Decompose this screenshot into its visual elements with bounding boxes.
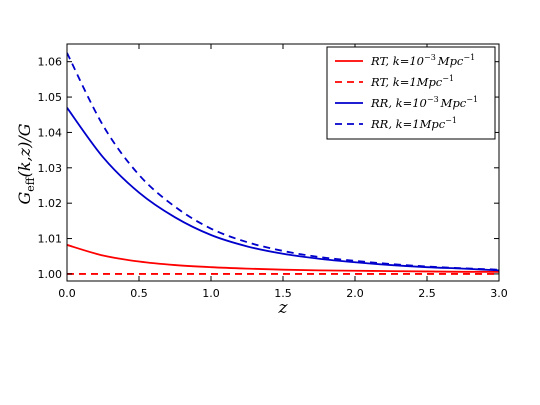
- legend-box: [326, 46, 496, 140]
- y-axis-label-rest: (k,z)/G: [15, 123, 34, 177]
- legend-label-1: RT, k=10−3 Mpc−1: [370, 53, 475, 68]
- series-layer: [67, 52, 499, 275]
- x-tick-label: 0.5: [130, 287, 148, 300]
- x-tick-label: 1.0: [202, 287, 220, 300]
- y-tick-label: 1.02: [38, 197, 63, 210]
- axes-layer: 0.0 0.5 1.0 1.5 2.0 2.5 3.0 1.00 1.01 1.02 1.03 1.0…: [38, 43, 508, 300]
- y-axis-label-sub: eff: [24, 176, 37, 192]
- legend-label-3: RR, k=10−3 Mpc−1: [370, 95, 478, 110]
- series-line-3: [67, 107, 499, 272]
- x-tick-label: 2.0: [346, 287, 364, 300]
- y-tick-label: 1.03: [38, 162, 63, 175]
- series-line-1: [67, 244, 499, 273]
- legend: RT, k=10−3 Mpc−1 RT, k=1Mpc−1 RR, k=10−3 Mpc…: [326, 46, 496, 140]
- legend-label-2: RT, k=1Mpc−1: [370, 74, 454, 89]
- x-axis-label: z: [278, 298, 289, 318]
- y-tick-label: 1.06: [38, 56, 63, 69]
- x-tick-label: 1.5: [274, 287, 292, 300]
- x-tick-label: 0.0: [58, 287, 76, 300]
- y-tick-label: 1.00: [38, 268, 63, 281]
- y-tick-label: 1.04: [38, 126, 63, 139]
- legend-label-4: RR, k=1Mpc−1: [370, 116, 457, 131]
- y-tick-label: 1.05: [38, 91, 63, 104]
- y-axis-label-main: G: [15, 191, 34, 204]
- y-tick-label: 1.01: [38, 233, 63, 246]
- x-tick-label: 3.0: [490, 287, 508, 300]
- y-axis-label: Geff(k,z)/G: [15, 123, 37, 204]
- x-tick-label: 2.5: [418, 287, 436, 300]
- series-line-4: [67, 52, 499, 271]
